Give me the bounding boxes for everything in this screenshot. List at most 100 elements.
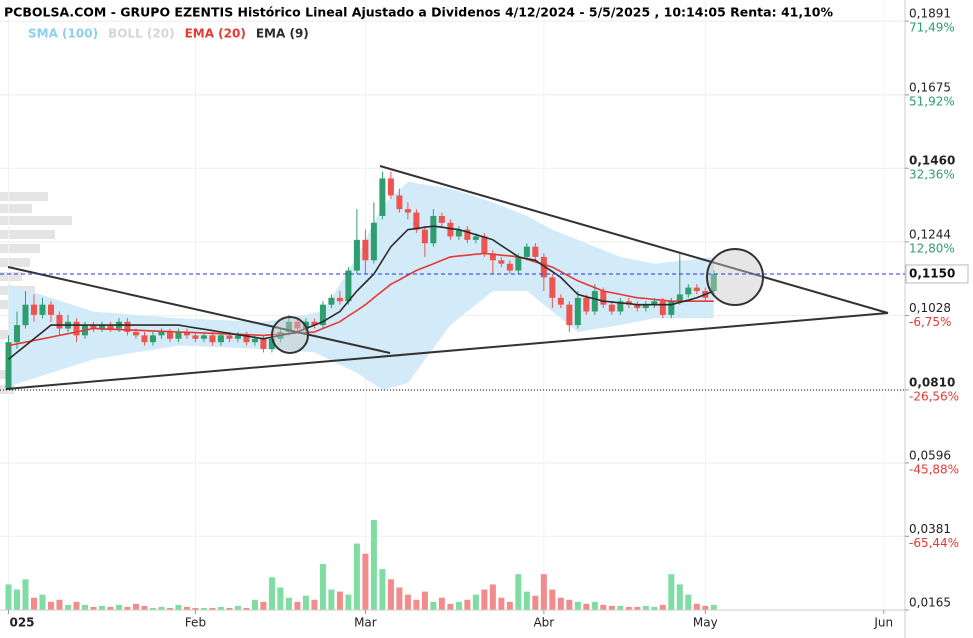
volume-bar <box>90 606 97 610</box>
volume-bar <box>132 603 139 610</box>
candle-body <box>149 335 156 343</box>
marker-circle <box>271 316 309 354</box>
candle-body <box>659 301 666 315</box>
volume-bar <box>234 605 241 610</box>
volume-bar <box>583 603 590 610</box>
candle-body <box>515 256 522 271</box>
y-change-label: 12,80% <box>909 241 955 255</box>
legend-item: SMA (100) <box>28 27 98 41</box>
volume-bar <box>115 604 122 610</box>
volume-bar <box>685 594 692 610</box>
legend-item: EMA (20) <box>185 27 246 41</box>
volume-bar <box>98 605 105 610</box>
legend-item: EMA (9) <box>256 27 309 41</box>
candle-body <box>481 236 488 254</box>
volume-bar <box>141 605 148 610</box>
volume-bar <box>149 607 156 610</box>
trend-line <box>5 312 889 390</box>
candle-body <box>336 297 343 302</box>
candle-body <box>540 256 547 278</box>
volume-bar <box>243 607 250 610</box>
volume-bar <box>617 605 624 610</box>
volume-bar <box>430 601 437 610</box>
volume-bar <box>634 606 641 610</box>
grid-layer <box>0 0 905 611</box>
candle-body <box>566 304 573 326</box>
volume-bar <box>209 607 216 610</box>
candle-body <box>56 314 63 329</box>
candle-body <box>447 222 454 237</box>
candle-body <box>251 338 258 343</box>
candle-body <box>642 304 649 309</box>
candle-body <box>141 335 148 343</box>
candle-body <box>549 277 556 298</box>
candle-body <box>404 209 411 213</box>
candle-body <box>328 297 335 305</box>
x-tick-label: Mar <box>354 616 377 630</box>
volume-bar <box>47 601 54 610</box>
candle-body <box>39 304 46 315</box>
x-tick-label: May <box>693 616 718 630</box>
x-tick-label: Feb <box>185 616 206 630</box>
volume-bar <box>591 601 598 610</box>
candle-body <box>710 273 717 292</box>
y-tick-label: 0,1244 <box>909 227 951 241</box>
candle-body <box>98 325 105 329</box>
volume-bar <box>566 599 573 610</box>
volume-bar <box>396 587 403 610</box>
volume-bar <box>22 579 29 610</box>
volume-bar <box>489 584 496 610</box>
volume-bar <box>166 607 173 610</box>
volume-bar <box>362 553 369 610</box>
volume-bar <box>455 601 462 610</box>
y-change-label: -6,75% <box>909 315 951 329</box>
volume-layer <box>5 520 717 610</box>
candle-body <box>506 263 513 271</box>
volume-bar <box>277 587 284 610</box>
volume-bar <box>515 574 522 610</box>
trend-line <box>7 266 391 354</box>
candle-body <box>557 297 564 305</box>
profile-bar <box>0 258 30 267</box>
candle-body <box>438 215 445 223</box>
volume-bar <box>200 607 207 610</box>
candle-body <box>523 246 530 257</box>
volume-bar <box>285 597 292 610</box>
candle-body <box>132 331 139 336</box>
candle-body <box>345 270 352 302</box>
candle-body <box>192 335 199 339</box>
y-tick-label: 0,1460 <box>909 154 955 168</box>
candle-body <box>413 212 420 230</box>
volume-bar <box>370 520 377 610</box>
volume-bar <box>481 589 488 610</box>
drawings <box>5 165 889 390</box>
volume-bar <box>659 604 666 610</box>
candle-body <box>685 287 692 295</box>
volume-bar <box>693 603 700 610</box>
candle-body <box>22 304 29 326</box>
x-tick-label: Jun <box>873 616 893 630</box>
volume-bar <box>175 604 182 610</box>
candle-body <box>124 321 131 332</box>
candle-body <box>158 331 165 336</box>
volume-bar <box>710 604 717 610</box>
volume-bar <box>251 599 258 610</box>
candle-body <box>107 325 114 329</box>
y-change-label: -45,88% <box>909 462 959 476</box>
candle-body <box>353 239 360 271</box>
y-tick-label: 0,0165 <box>909 596 951 610</box>
candle-body <box>30 304 37 315</box>
last-price-box <box>905 264 969 284</box>
candle-body <box>243 335 250 343</box>
candle-body <box>676 294 683 302</box>
volume-bar <box>13 589 20 610</box>
candle-body <box>73 321 80 336</box>
trend-line <box>379 165 889 314</box>
y-tick-label: 0,1028 <box>909 301 951 315</box>
volume-bar <box>464 599 471 610</box>
volume-bar <box>107 606 114 610</box>
y-change-label: 32,36% <box>909 168 955 182</box>
